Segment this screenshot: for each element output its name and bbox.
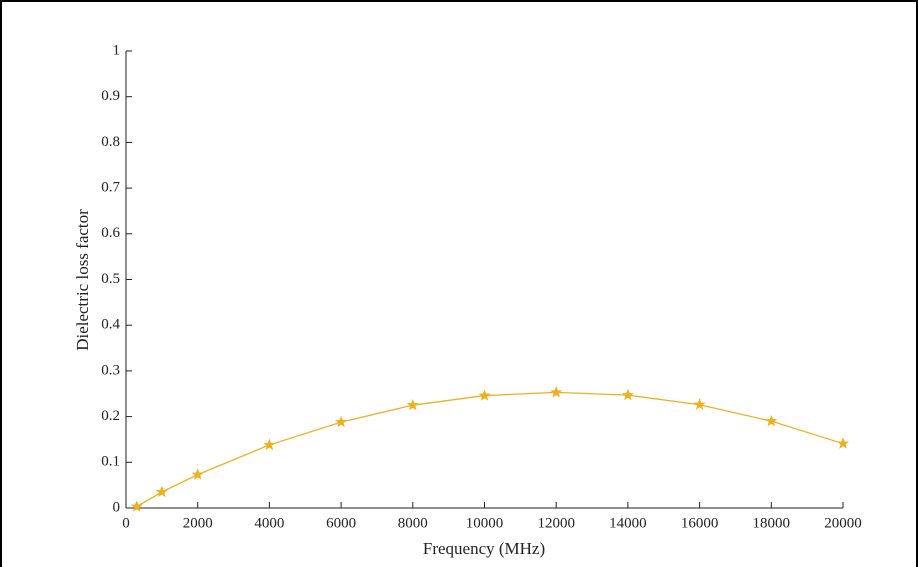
- chart: Frequency (MHz) Dielectric loss factor 0…: [0, 0, 918, 567]
- y-axis-label: Dielectric loss factor: [73, 209, 92, 351]
- data-point: [336, 417, 346, 427]
- x-tick-label: 12000: [537, 515, 575, 531]
- data-point: [694, 399, 704, 409]
- x-tick-label: 10000: [466, 515, 504, 531]
- x-tick-label: 14000: [609, 515, 647, 531]
- x-tick-label: 20000: [824, 515, 862, 531]
- data-point: [264, 439, 274, 449]
- data-point: [551, 387, 561, 397]
- y-tick-label: 0.8: [101, 134, 120, 150]
- y-tick-label: 0.2: [101, 408, 120, 424]
- x-tick-label: 6000: [326, 515, 356, 531]
- data-line: [137, 392, 843, 506]
- data-point: [132, 501, 142, 511]
- data-point: [192, 469, 202, 479]
- data-point: [838, 438, 848, 448]
- y-tick-label: 0.4: [101, 317, 120, 333]
- x-tick-label: 18000: [753, 515, 791, 531]
- data-point: [479, 390, 489, 400]
- y-tick-label: 0.1: [101, 454, 120, 470]
- x-tick-label: 8000: [398, 515, 428, 531]
- data-point: [766, 416, 776, 426]
- frame: [1, 1, 917, 567]
- y-tick-label: 0.7: [101, 180, 120, 196]
- y-tick-label: 0: [113, 499, 121, 515]
- data-point: [157, 487, 167, 497]
- data-point: [408, 400, 418, 410]
- y-tick-label: 0.3: [101, 362, 120, 378]
- x-tick-label: 0: [122, 515, 130, 531]
- x-tick-label: 4000: [254, 515, 284, 531]
- data-point: [623, 390, 633, 400]
- x-tick-label: 16000: [681, 515, 719, 531]
- y-tick-label: 0.5: [101, 271, 120, 287]
- page: {"chart_data": {"type": "line", "xlabel"…: [0, 0, 918, 567]
- y-tick-label: 1: [113, 42, 121, 58]
- y-tick-label: 0.9: [101, 88, 120, 104]
- y-tick-label: 0.6: [101, 225, 120, 241]
- x-tick-label: 2000: [183, 515, 213, 531]
- x-axis-label: Frequency (MHz): [423, 539, 545, 558]
